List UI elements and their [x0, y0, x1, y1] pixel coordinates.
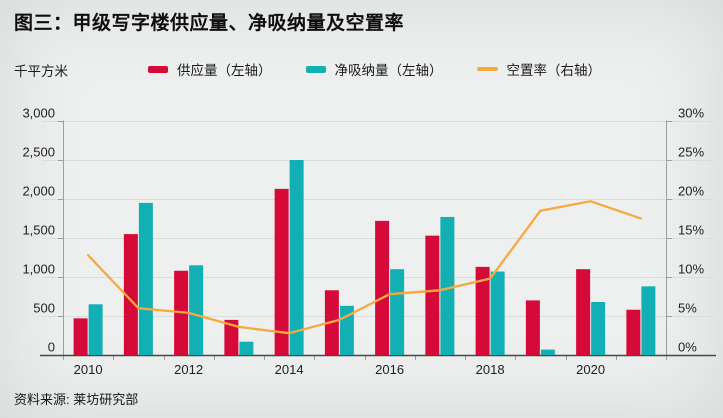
source-note: 资料来源: 莱坊研究部	[14, 392, 139, 407]
legend-label-supply: 供应量（左轴）	[177, 63, 272, 78]
supply-bar-2018	[475, 266, 490, 355]
supply-bar-2011	[123, 234, 138, 355]
supply-bar-2019	[525, 300, 540, 355]
legend-item-supply: 供应量（左轴）	[148, 59, 272, 79]
supply-bar-2010	[73, 318, 88, 355]
net-absorption-bar-2016	[390, 269, 405, 355]
supply-bar-2016	[375, 220, 390, 355]
x-axis-label-2018: 2018	[476, 362, 505, 377]
chart-title: 图三：甲级写字楼供应量、净吸纳量及空置率	[14, 13, 405, 34]
right-axis-tick-label: 15%	[678, 223, 704, 238]
left-axis-tick-label: 3,000	[22, 106, 55, 121]
net-absorption-bar-2011	[138, 202, 153, 355]
net-absorption-bar-2012	[189, 265, 204, 355]
net-absorption-bar-2019	[540, 349, 555, 355]
net-absorption-bar-swatch-icon	[305, 65, 326, 73]
left-axis-tick-label: 2,000	[22, 184, 55, 199]
right-axis-tick-label: 10%	[678, 262, 704, 277]
x-axis-label-2010: 2010	[74, 362, 103, 377]
vacancy-rate-line	[86, 200, 643, 335]
supply-bar-2021	[626, 309, 641, 355]
left-axis-unit-label: 千平方米	[14, 64, 68, 79]
supply-bar-2013	[224, 319, 239, 355]
supply-bar-2014	[274, 188, 289, 355]
right-axis-tick-label: 0%	[678, 340, 697, 355]
legend-label-vacancy-rate: 空置率（右轴）	[506, 63, 602, 78]
left-axis-tick-label: 1,000	[22, 262, 55, 277]
legend-label-net-absorption: 净吸纳量（左轴）	[334, 63, 443, 78]
supply-bar-2020	[576, 269, 591, 355]
left-axis-tick-label: 0	[48, 340, 55, 355]
legend: 供应量（左轴） 净吸纳量（左轴） 空置率（右轴）	[148, 59, 601, 79]
x-axis-label-2012: 2012	[174, 362, 203, 377]
left-axis-tick-label: 2,500	[22, 145, 55, 160]
net-absorption-bar-2010	[88, 304, 103, 355]
right-axis-tick-label: 5%	[678, 301, 697, 316]
x-axis-label-2020: 2020	[576, 362, 605, 377]
net-absorption-bar-2013	[239, 341, 254, 355]
right-axis-tick-label: 30%	[678, 106, 704, 121]
net-absorption-bar-2021	[641, 286, 656, 355]
legend-item-vacancy-rate: 空置率（右轴）	[476, 59, 602, 79]
supply-bar-swatch-icon	[148, 65, 168, 73]
x-axis-label-2014: 2014	[275, 362, 304, 377]
net-absorption-bar-2020	[591, 301, 606, 355]
x-axis-label-2016: 2016	[375, 362, 404, 377]
net-absorption-bar-2018	[490, 271, 505, 355]
supply-bar-2017	[425, 235, 440, 355]
right-axis-tick-label: 20%	[678, 184, 704, 199]
left-axis-tick-label: 500	[33, 301, 55, 316]
net-absorption-bar-2017	[440, 216, 455, 355]
vacancy-rate-line-swatch-icon	[476, 67, 498, 71]
net-absorption-bar-2014	[289, 160, 304, 355]
left-axis-tick-label: 1,500	[22, 223, 55, 238]
legend-item-net-absorption: 净吸纳量（左轴）	[305, 59, 443, 79]
right-axis-tick-label: 25%	[678, 145, 704, 160]
